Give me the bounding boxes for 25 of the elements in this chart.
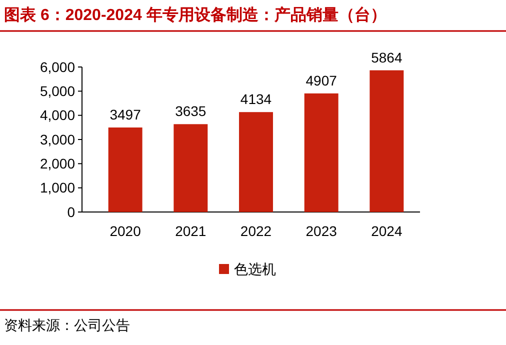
x-tick-label: 2024 [371, 223, 402, 239]
x-tick-label: 2022 [240, 223, 272, 239]
chart-title: 图表 6：2020-2024 年专用设备制造：产品销量（台） [4, 6, 386, 24]
y-tick-label: 4,000 [40, 107, 76, 124]
y-tick-label: 5,000 [40, 83, 76, 100]
y-tick-label: 3,000 [40, 131, 76, 148]
data-label: 4134 [240, 91, 272, 108]
bar [174, 124, 208, 212]
bar [304, 93, 338, 212]
data-label: 3497 [110, 106, 142, 122]
legend-label: 色选机 [234, 261, 276, 277]
y-tick-label: 2,000 [40, 156, 76, 172]
y-tick-label: 1,000 [40, 180, 76, 196]
bar [108, 127, 142, 212]
y-tick-label: 0 [67, 204, 76, 220]
x-tick-label: 2020 [110, 223, 142, 239]
data-label: 4907 [306, 72, 338, 88]
bar [239, 112, 273, 212]
x-tick-label: 2023 [306, 223, 338, 239]
data-label: 5864 [371, 49, 402, 66]
data-label: 3635 [175, 103, 206, 120]
bar [370, 70, 404, 212]
x-tick-label: 2021 [175, 223, 206, 239]
y-tick-label: 6,000 [40, 58, 76, 75]
text: 资料来源：公司公告 [4, 317, 130, 333]
